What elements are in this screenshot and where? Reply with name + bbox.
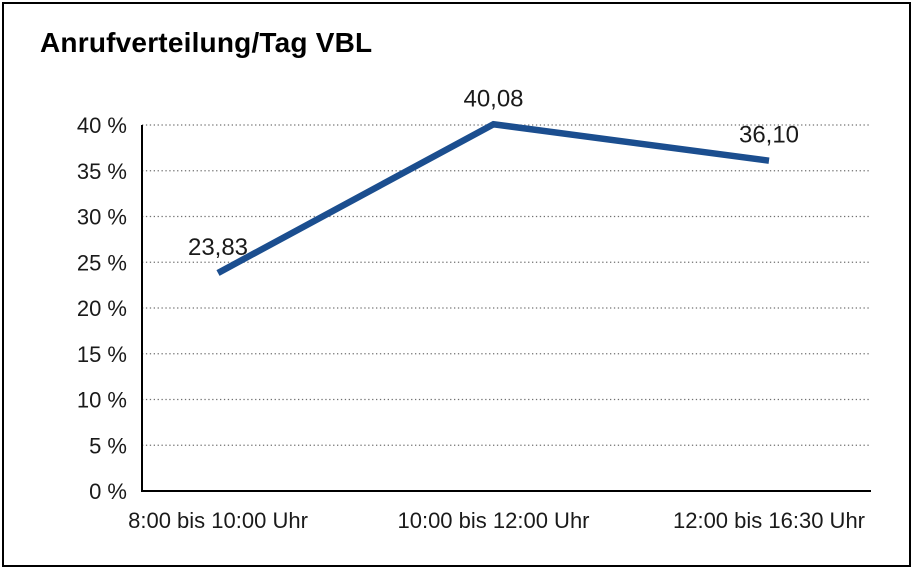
y-axis-tick-label: 15 % — [77, 342, 127, 367]
y-axis-tick-label: 30 % — [77, 205, 127, 230]
chart-frame — [2, 2, 911, 567]
x-axis-category-label: 12:00 bis 16:30 Uhr — [673, 508, 865, 533]
y-axis-tick-label: 40 % — [77, 113, 127, 138]
x-axis-category-label: 10:00 bis 12:00 Uhr — [397, 508, 589, 533]
x-axis-category-label: 8:00 bis 10:00 Uhr — [128, 508, 308, 533]
y-axis-tick-label: 10 % — [77, 388, 127, 413]
data-point-label: 36,10 — [739, 122, 799, 149]
y-axis-tick-label: 5 % — [89, 433, 127, 458]
chart-title: Anrufverteilung/Tag VBL — [40, 27, 373, 58]
y-axis-tick-label: 0 % — [89, 479, 127, 504]
data-point-label: 23,83 — [188, 234, 248, 261]
y-axis-tick-label: 20 % — [77, 296, 127, 321]
y-axis-tick-label: 35 % — [77, 159, 127, 184]
data-point-label: 40,08 — [463, 85, 523, 112]
data-line — [216, 120, 770, 276]
y-axis-tick-label: 25 % — [77, 250, 127, 275]
